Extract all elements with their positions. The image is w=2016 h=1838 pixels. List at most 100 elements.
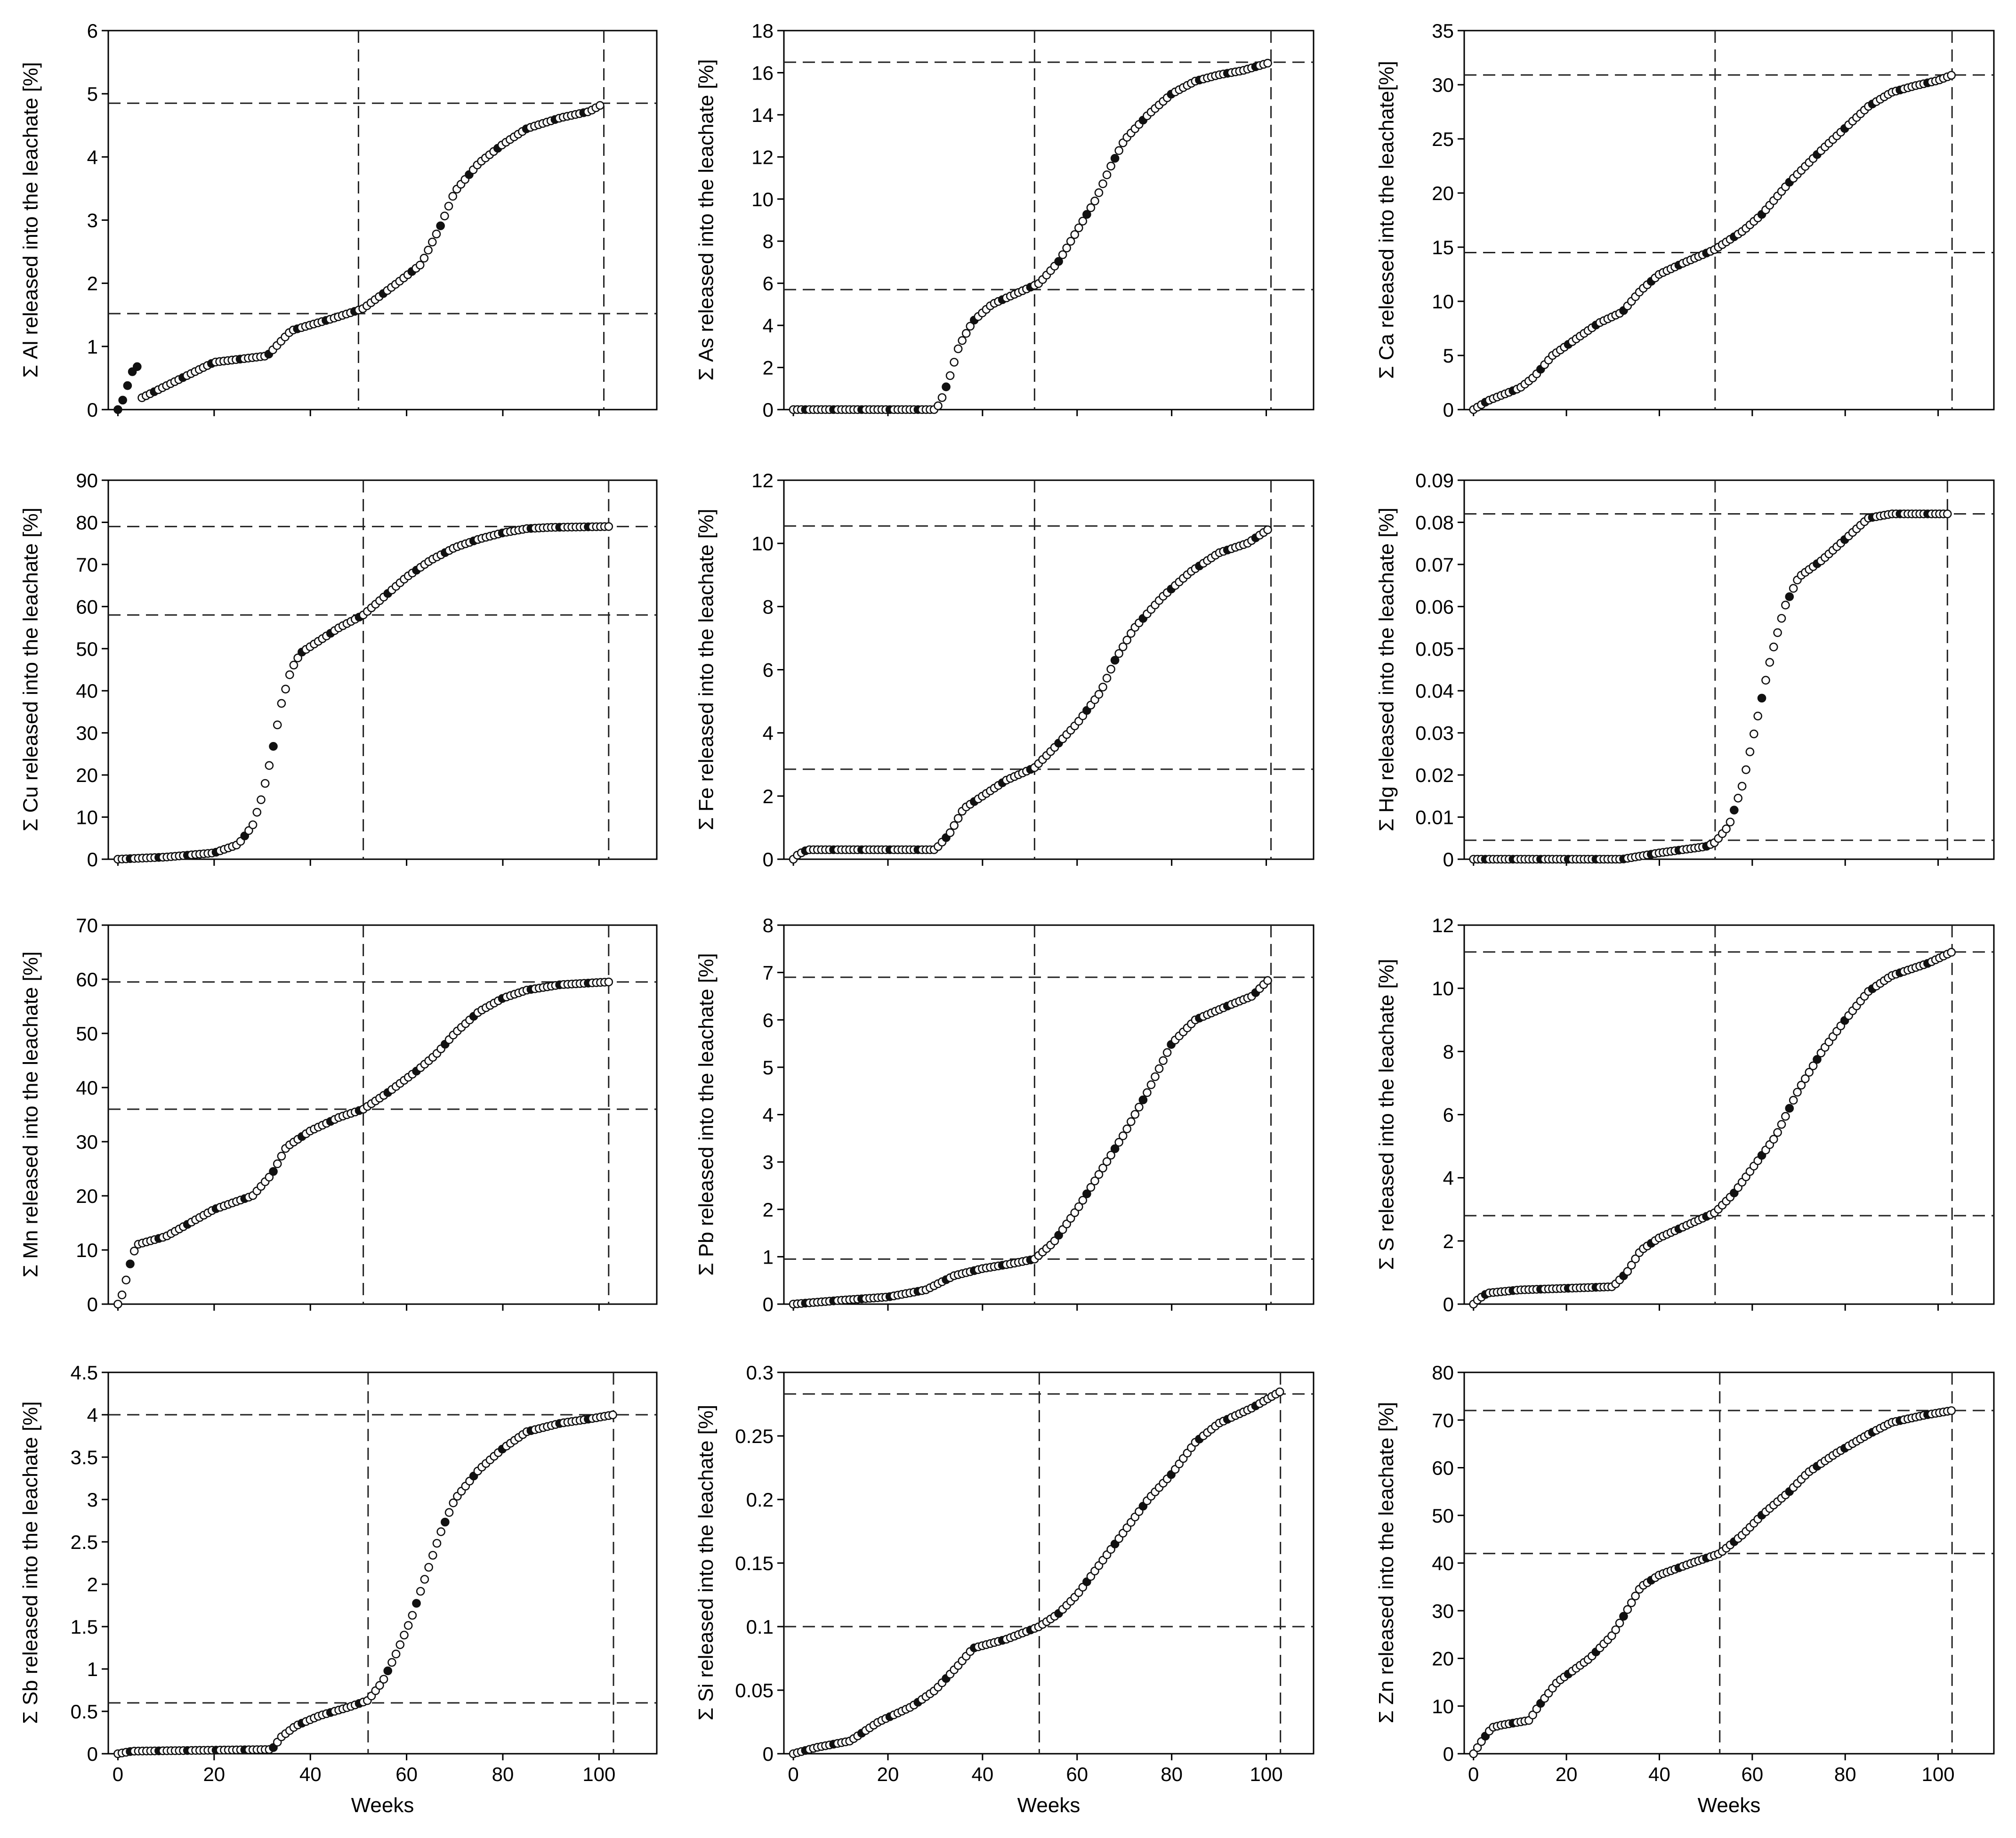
chart-si-xtick-label: 40 bbox=[972, 1763, 994, 1785]
chart-s-data-point bbox=[1805, 1068, 1814, 1077]
chart-al-ytick-label: 6 bbox=[87, 20, 98, 42]
chart-pb-ytick-label: 5 bbox=[763, 1056, 774, 1079]
chart-s-data-point bbox=[1773, 1128, 1782, 1137]
chart-pb-data-point bbox=[1114, 1137, 1123, 1147]
chart-zn-xtick-label: 0 bbox=[1468, 1763, 1479, 1785]
chart-s-ytick-label: 2 bbox=[1443, 1230, 1454, 1252]
chart-sb-xtick-label: 100 bbox=[582, 1763, 615, 1785]
chart-ca-ytick-label: 0 bbox=[1443, 399, 1454, 421]
chart-as-data-point bbox=[1086, 203, 1096, 212]
chart-al-ytick-label: 3 bbox=[87, 210, 98, 232]
chart-mn-ytick-label: 60 bbox=[76, 968, 98, 991]
chart-si-xtick-label: 100 bbox=[1250, 1763, 1283, 1785]
chart-s-ytick-label: 12 bbox=[1432, 914, 1454, 936]
chart-sb-xtick-label: 0 bbox=[113, 1763, 123, 1785]
chart-zn-xtick-label: 100 bbox=[1922, 1763, 1955, 1785]
chart-al-ytick-label: 2 bbox=[87, 273, 98, 295]
chart-cu-data-point bbox=[248, 820, 258, 830]
chart-pb-ytick-label: 4 bbox=[763, 1104, 774, 1126]
chart-as-data-point bbox=[1094, 188, 1104, 197]
chart-sb-data-point bbox=[428, 1551, 437, 1560]
chart-sb-xtick-label: 20 bbox=[203, 1763, 225, 1785]
chart-mn-data-point bbox=[117, 1290, 127, 1299]
chart-as-data-point bbox=[1102, 170, 1112, 179]
chart-hg-data-point bbox=[1726, 817, 1735, 827]
chart-sb-ytick-label: 1.5 bbox=[71, 1616, 98, 1638]
chart-hg-data-point bbox=[1737, 782, 1747, 791]
chart-al-data-point bbox=[118, 395, 127, 405]
chart-as-ytick-label: 14 bbox=[751, 104, 774, 126]
chart-hg-data-point bbox=[1769, 642, 1778, 652]
chart-cu-ytick-label: 10 bbox=[76, 806, 98, 829]
chart-pb-data-point bbox=[1070, 1208, 1080, 1217]
chart-s-ytick-label: 6 bbox=[1443, 1104, 1454, 1126]
chart-cu-data-point bbox=[293, 653, 302, 662]
chart-hg-ytick-label: 0.07 bbox=[1415, 554, 1454, 576]
chart-s-data-point bbox=[1813, 1055, 1822, 1064]
chart-sb-data-point bbox=[387, 1658, 396, 1667]
chart-as-ytick-label: 18 bbox=[751, 20, 774, 42]
chart-pb-ytick-label: 1 bbox=[763, 1246, 774, 1268]
chart-sb-ytick-label: 3.5 bbox=[71, 1446, 98, 1468]
chart-sb-ytick-label: 4.5 bbox=[71, 1362, 98, 1384]
chart-sb-data-point bbox=[412, 1599, 421, 1608]
chart-cu-data-point bbox=[252, 807, 262, 817]
chart-s-data-point bbox=[1627, 1260, 1636, 1270]
chart-pb-data-point bbox=[1154, 1064, 1164, 1073]
chart-ca-ytick-label: 15 bbox=[1432, 236, 1454, 258]
chart-al-data-point bbox=[427, 237, 437, 247]
chart-al-data-point bbox=[113, 405, 122, 414]
chart-as-data-point bbox=[961, 329, 971, 338]
chart-hg-data-point bbox=[1943, 509, 1952, 518]
chart-cu-data-point bbox=[257, 795, 266, 804]
chart-pb-data-point bbox=[1135, 1103, 1144, 1112]
chart-cu-ytick-label: 90 bbox=[76, 469, 98, 492]
chart-mn-data-point bbox=[121, 1275, 131, 1285]
chart-si-ytick-label: 0.05 bbox=[735, 1679, 774, 1701]
chart-mn-ytick-label: 70 bbox=[76, 914, 98, 936]
chart-s-data-point bbox=[1785, 1104, 1794, 1113]
chart-zn-xtick-label: 60 bbox=[1741, 1763, 1763, 1785]
chart-mn-data-point bbox=[604, 977, 613, 987]
chart-sb-data-point bbox=[391, 1649, 401, 1659]
chart-pb-data-point bbox=[1074, 1202, 1083, 1211]
chart-hg-data-point bbox=[1745, 747, 1755, 757]
chart-al-data-point bbox=[448, 192, 458, 201]
chart-as-data-point bbox=[1074, 223, 1083, 233]
chart-as-data-point bbox=[1106, 161, 1115, 171]
chart-ca-ytick-label: 25 bbox=[1432, 128, 1454, 150]
chart-zn-ylabel: Σ Zn released into the leachate [%] bbox=[1375, 1402, 1398, 1724]
chart-sb-data-point bbox=[441, 1517, 450, 1527]
chart-pb-data-point bbox=[1143, 1088, 1152, 1097]
chart-hg-data-point bbox=[1742, 765, 1750, 774]
chart-s-data-point bbox=[1769, 1135, 1778, 1144]
chart-sb-ytick-label: 2.5 bbox=[71, 1531, 98, 1553]
chart-al-data-point bbox=[415, 260, 425, 270]
chart-al-data-point bbox=[133, 362, 142, 371]
chart-as-data-point bbox=[1070, 230, 1080, 239]
chart-cu-data-point bbox=[289, 661, 298, 669]
chart-pb-data-point bbox=[1106, 1151, 1115, 1160]
chart-mn-ytick-label: 0 bbox=[87, 1293, 98, 1315]
chart-zn-ytick-label: 30 bbox=[1432, 1600, 1454, 1622]
chart-mn-ytick-label: 50 bbox=[76, 1023, 98, 1045]
chart-si-ytick-label: 0.2 bbox=[746, 1489, 774, 1511]
chart-pb-data-point bbox=[1102, 1157, 1112, 1166]
chart-mn-plot-frame bbox=[107, 924, 658, 1305]
chart-fe-ytick-label: 10 bbox=[751, 532, 774, 555]
chart-as-ytick-label: 10 bbox=[751, 188, 774, 210]
chart-fe-data-point bbox=[950, 821, 959, 830]
chart-as-ytick-label: 2 bbox=[763, 357, 774, 379]
chart-zn-xtick-label: 20 bbox=[1556, 1763, 1578, 1785]
chart-sb-ytick-label: 4 bbox=[87, 1404, 98, 1426]
chart-mn-data-point bbox=[265, 1173, 274, 1182]
